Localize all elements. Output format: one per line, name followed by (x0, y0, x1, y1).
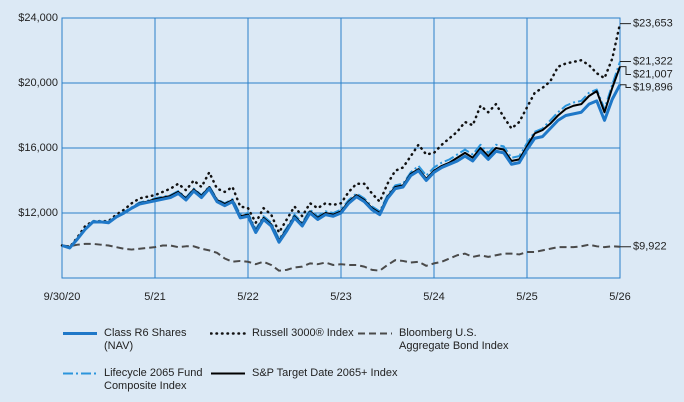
legend-label: Lifecycle 2065 Fund Composite Index (104, 367, 203, 392)
series-line (61, 242, 621, 272)
legend-swatch (210, 332, 246, 335)
x-tick-label: 5/25 (516, 291, 537, 303)
end-label-leader (620, 66, 631, 76)
y-tick-label: $20,000 (18, 77, 58, 89)
end-value-label: $9,922 (633, 241, 667, 253)
series-line (61, 83, 622, 250)
x-tick-label: 5/21 (144, 291, 165, 303)
legend-label: S&P Target Date 2065+ Index (252, 367, 398, 379)
legend-swatch (63, 332, 97, 335)
legend-item: S&P Target Date 2065+ Index (210, 367, 402, 380)
legend-label: Russell 3000® Index (252, 327, 354, 339)
legend-swatch (211, 372, 245, 375)
legend-swatch (63, 372, 97, 375)
legend-label: Class R6 Shares (NAV) (104, 327, 187, 352)
legend-item: Class R6 Shares (NAV) (62, 327, 212, 353)
end-value-label: $23,653 (633, 18, 673, 30)
y-tick-label: $24,000 (18, 12, 58, 24)
end-label-leader (620, 84, 631, 89)
legend-label: Bloomberg U.S. Aggregate Bond Index (399, 327, 509, 352)
legend-swatch (358, 332, 392, 335)
x-tick-label: 9/30/20 (44, 291, 81, 303)
y-tick-label: $12,000 (18, 207, 58, 219)
legend-item: Bloomberg U.S. Aggregate Bond Index (357, 327, 517, 353)
x-tick-label: 5/22 (237, 291, 258, 303)
x-tick-label: 5/26 (609, 291, 630, 303)
x-tick-label: 5/23 (330, 291, 351, 303)
legend-item: Lifecycle 2065 Fund Composite Index (62, 367, 212, 393)
end-value-label: $21,007 (633, 68, 673, 80)
y-tick-label: $16,000 (18, 142, 58, 154)
end-value-label: $19,896 (633, 81, 673, 93)
end-value-label: $21,322 (633, 55, 673, 67)
chart: $12,000 $16,000 $20,000 $24,000 9/30/20 5/21 5… (18, 12, 673, 303)
x-tick-label: 5/24 (423, 291, 444, 303)
series-line (60, 22, 622, 249)
legend-item: Russell 3000® Index (210, 327, 402, 340)
